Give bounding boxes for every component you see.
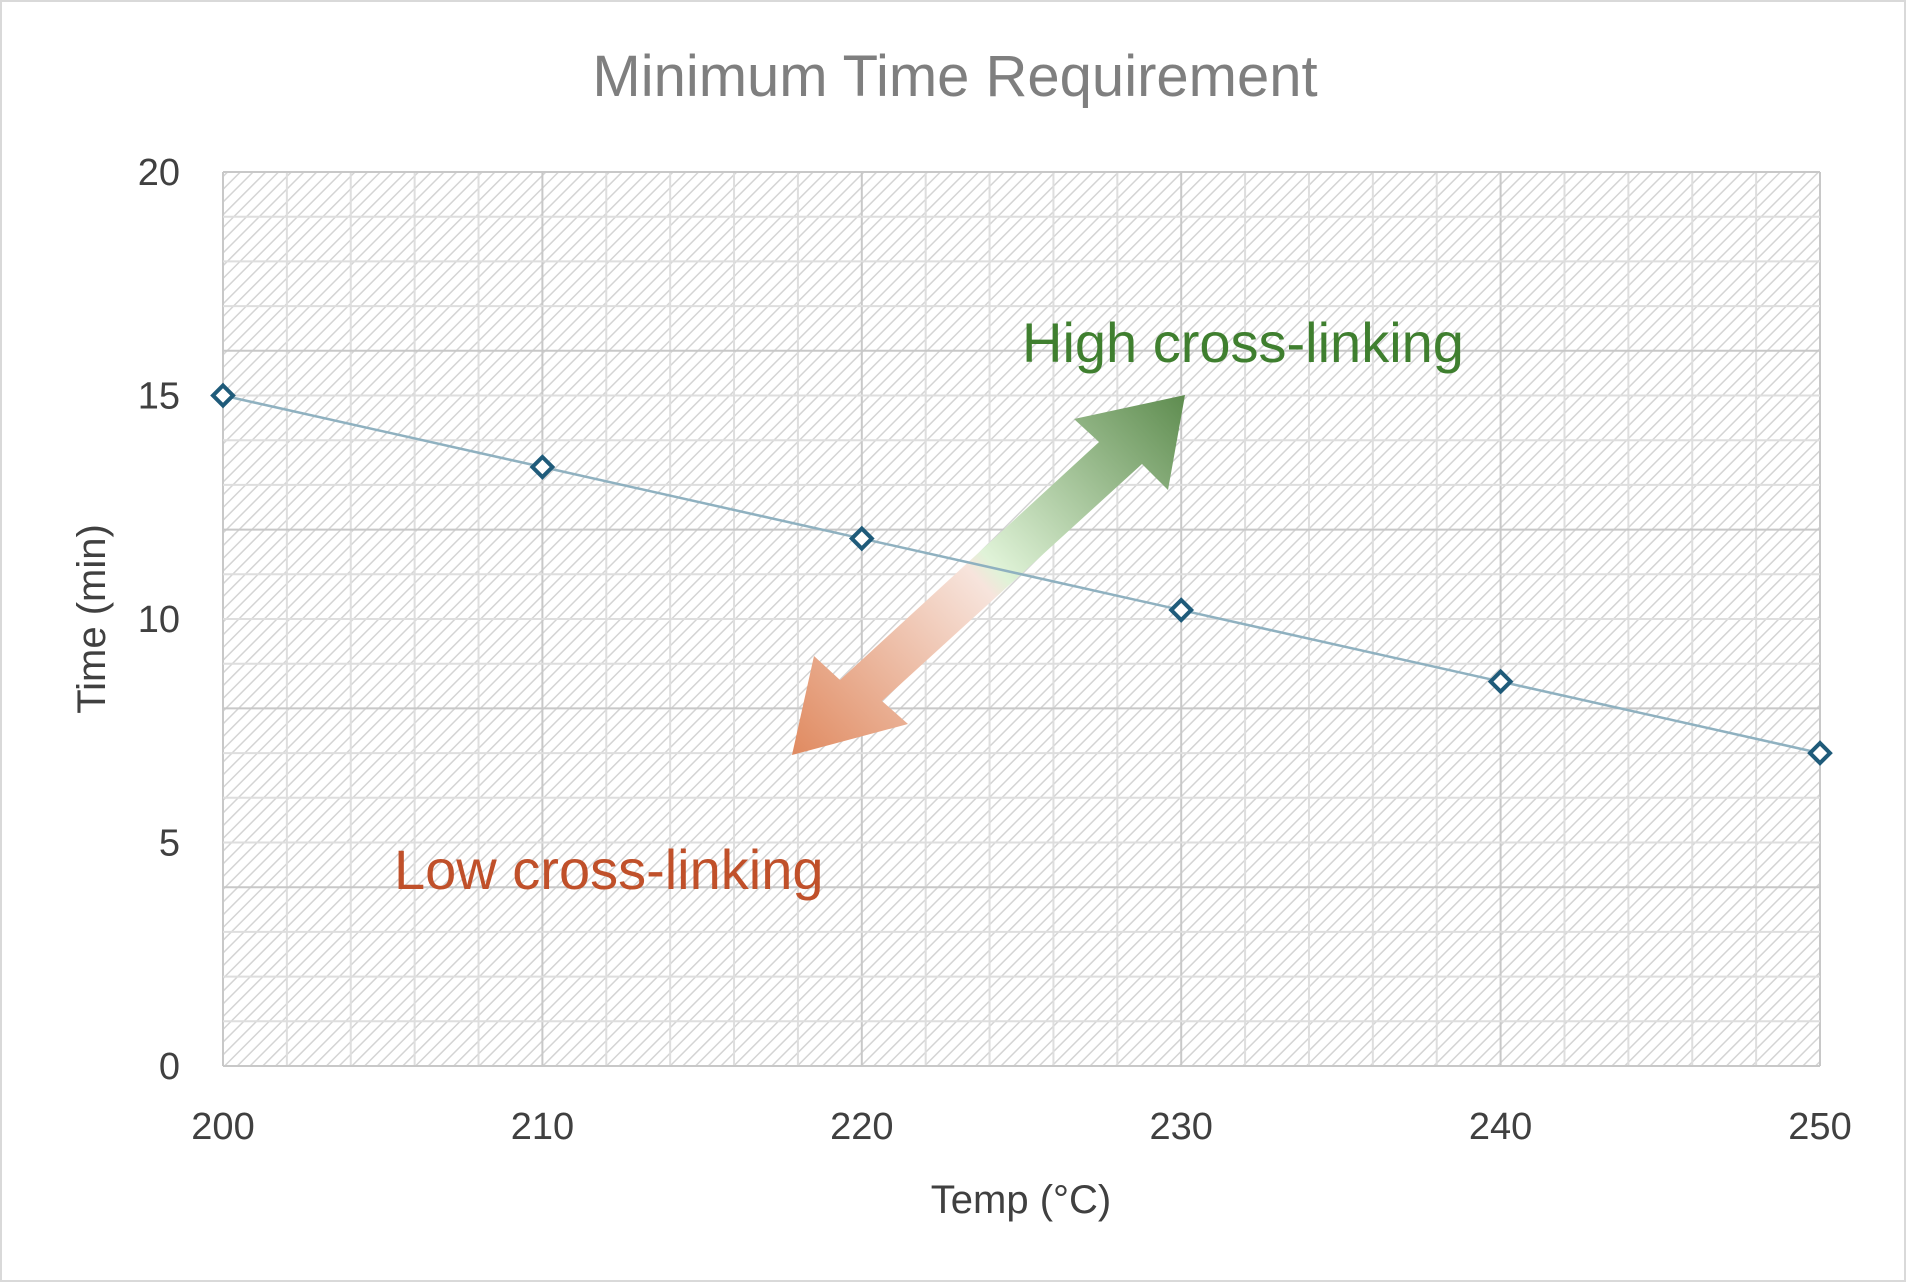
cross-linking-double-arrow [792,395,1185,755]
gridlines [222,171,1821,1067]
chart-title: Minimum Time Requirement [592,44,1317,109]
y-tick-label: 15 [138,376,180,418]
x-tick-label: 250 [1788,1106,1851,1148]
y-axis: 0 5 10 15 20 [138,152,180,1088]
high-cross-linking-label: High cross-linking [1022,311,1464,374]
low-cross-linking-label: Low cross-linking [394,838,824,901]
data-point-marker [1487,668,1514,695]
y-tick-label: 0 [159,1046,180,1088]
y-tick-label: 5 [159,823,180,865]
series-line [222,394,1821,755]
data-point-marker [848,525,875,552]
data-point-marker [1168,597,1195,623]
x-tick-label: 220 [830,1106,893,1148]
x-tick-label: 210 [511,1106,574,1148]
data-point-marker [1807,740,1833,766]
data-point-marker [210,382,236,409]
x-tick-label: 200 [191,1106,254,1148]
x-tick-label: 240 [1469,1106,1532,1148]
x-axis: 200 210 220 230 240 250 [191,1106,1851,1148]
series-polyline [222,394,1821,755]
x-tick-label: 230 [1149,1106,1212,1148]
y-axis-title: Time (min) [70,524,114,714]
x-axis-title: Temp (°C) [931,1178,1111,1222]
y-tick-label: 20 [138,152,180,194]
y-tick-label: 10 [138,599,180,641]
series-markers [210,382,1833,766]
data-point-marker [529,454,556,480]
